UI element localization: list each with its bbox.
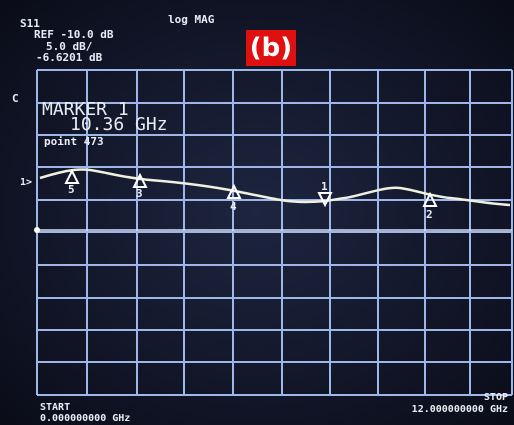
start-label: START	[40, 402, 70, 413]
marker-label: 3	[136, 187, 143, 200]
marker-label: 4	[230, 200, 237, 213]
marker-label: 1	[321, 180, 328, 193]
reference-marker: 1>	[20, 177, 32, 188]
marker-frequency: 10.36 GHz	[70, 114, 168, 135]
stop-value: 12.000000000 GHz	[412, 404, 508, 415]
marker-point: point 473	[44, 135, 104, 148]
reference-dot	[34, 227, 40, 233]
start-value: 0.000000000 GHz	[40, 413, 130, 424]
screen-photo: S11 log MAG REF -10.0 dB 5.0 dB/ -6.6201…	[0, 0, 514, 425]
format: log MAG	[168, 13, 215, 26]
channel: C	[12, 92, 19, 105]
figure-label: (b)	[250, 33, 292, 63]
marker-label: 2	[426, 208, 433, 221]
marker-label: 5	[68, 183, 75, 196]
marker-value: -6.6201 dB	[36, 51, 103, 64]
stop-label: STOP	[484, 392, 508, 403]
